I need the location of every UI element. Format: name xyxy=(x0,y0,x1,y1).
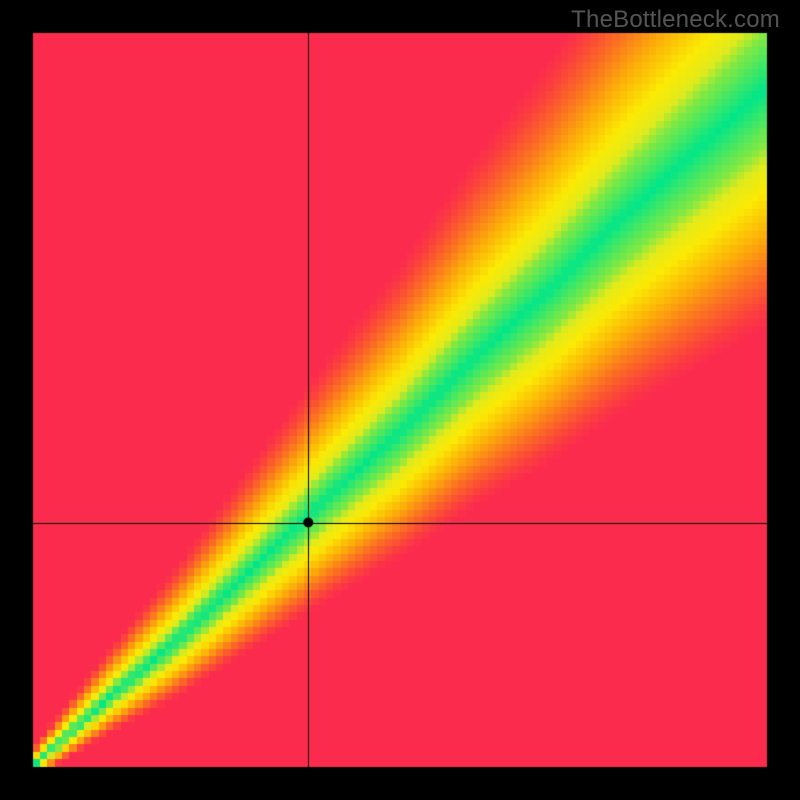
bottleneck-heatmap xyxy=(0,0,800,800)
chart-container: TheBottleneck.com xyxy=(0,0,800,800)
